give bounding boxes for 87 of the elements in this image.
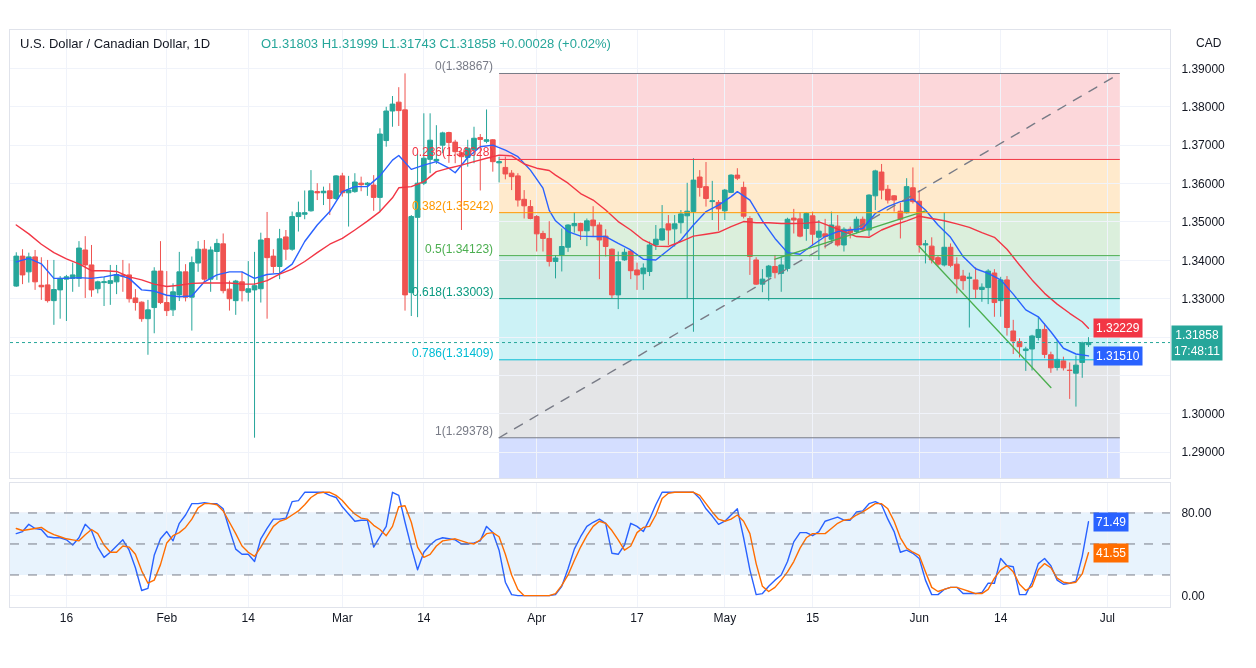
ref-line-label: 1.31858 17:48:11 — [1174, 328, 1221, 358]
candlestick — [753, 256, 760, 286]
y-axis-title: CAD — [1196, 36, 1222, 50]
x-tick-label: Jun — [909, 611, 929, 626]
candlestick — [671, 214, 678, 248]
ref-line-label: 1(1.29378) — [435, 424, 494, 438]
candlestick — [621, 247, 628, 262]
y-tick-label: 1.37000 — [1181, 138, 1226, 153]
y-tick-label: 1.33000 — [1181, 291, 1226, 306]
candlestick — [483, 108, 490, 144]
candlestick — [740, 181, 747, 219]
data-label: 41.55 — [1096, 546, 1127, 560]
x-tick-label: Apr — [527, 611, 547, 626]
x-tick-label: May — [713, 611, 737, 626]
candlestick — [182, 263, 189, 302]
candlestick — [577, 222, 584, 241]
text: U.S. Dollar / Canadian Dollar, 1D — [20, 36, 211, 51]
ref-line-label: 0.5(1.34123) — [425, 242, 494, 256]
candlestick — [13, 251, 20, 288]
x-tick-label: 16 — [59, 611, 74, 626]
candlestick — [358, 176, 364, 192]
candlestick — [1073, 355, 1079, 408]
candlestick — [283, 229, 289, 261]
candlestick — [615, 251, 622, 310]
text: O1.31803 H1.31999 L1.31743 C1.31858 +0.00028 (+0.02%) — [261, 36, 611, 51]
candlestick — [816, 219, 822, 261]
data-label: 71.49 — [1096, 515, 1127, 529]
candlestick — [1066, 361, 1073, 400]
candlestick — [734, 167, 741, 181]
y-tick-label: 1.36000 — [1181, 176, 1226, 191]
y-tick-label: 1.30000 — [1181, 407, 1226, 422]
candlestick — [772, 254, 778, 279]
x-tick-label: 15 — [805, 611, 820, 626]
candlestick — [32, 249, 38, 291]
y-tick-label: 1.34000 — [1181, 253, 1226, 268]
y-tick-label: 80.00 — [1181, 506, 1212, 521]
y-tick-label: 1.29000 — [1181, 445, 1226, 460]
candlestick — [822, 218, 828, 249]
data-label: 1.32229 — [1096, 321, 1140, 335]
candlestick — [333, 174, 339, 201]
ref-line-label: 0.786(1.31409) — [412, 346, 494, 360]
candlestick — [201, 239, 208, 284]
candlestick — [1004, 275, 1010, 337]
candlestick — [584, 217, 590, 247]
candlestick — [232, 279, 239, 316]
candlestick — [339, 172, 346, 198]
candlestick — [314, 182, 321, 201]
candlestick — [320, 186, 327, 206]
x-tick-label: Feb — [156, 611, 178, 626]
candlestick — [709, 180, 716, 221]
candlestick — [151, 266, 158, 334]
candlestick — [997, 276, 1004, 318]
y-tick-label: 1.38000 — [1181, 99, 1226, 114]
ref-line-label: 0(1.38867) — [435, 59, 494, 73]
y-tick-label: 1.39000 — [1181, 61, 1226, 76]
candlestick — [765, 264, 772, 302]
candlestick — [966, 272, 973, 329]
x-tick-label: 14 — [241, 611, 256, 626]
candlestick — [496, 156, 502, 183]
x-tick-label: Mar — [331, 611, 353, 626]
candlestick — [326, 182, 333, 216]
candlestick — [25, 252, 32, 284]
candlestick — [991, 268, 998, 318]
candlestick — [19, 248, 26, 285]
candlestick — [1060, 356, 1067, 372]
y-tick-label: 0.00 — [1181, 588, 1206, 603]
candlestick — [910, 166, 916, 205]
candlestick — [552, 254, 559, 279]
candlestick — [972, 266, 979, 299]
candlestick — [747, 215, 753, 276]
candlestick — [922, 239, 929, 264]
candlestick — [759, 268, 766, 293]
candlestick — [609, 247, 615, 299]
data-label: 1.31510 — [1096, 349, 1140, 363]
candlestick — [809, 211, 816, 246]
x-tick-label: 17 — [630, 611, 645, 626]
candlestick — [308, 169, 314, 213]
candlestick — [276, 228, 283, 280]
candlestick — [916, 189, 923, 254]
x-tick-label: Jul — [1099, 611, 1115, 626]
x-tick-label: 14 — [994, 611, 1008, 626]
candlestick — [364, 181, 371, 197]
y-tick-label: 1.35000 — [1181, 215, 1226, 230]
candlestick — [665, 214, 672, 246]
x-tick-label: 14 — [417, 611, 431, 626]
candlestick — [941, 211, 948, 267]
candlestick — [370, 174, 377, 212]
